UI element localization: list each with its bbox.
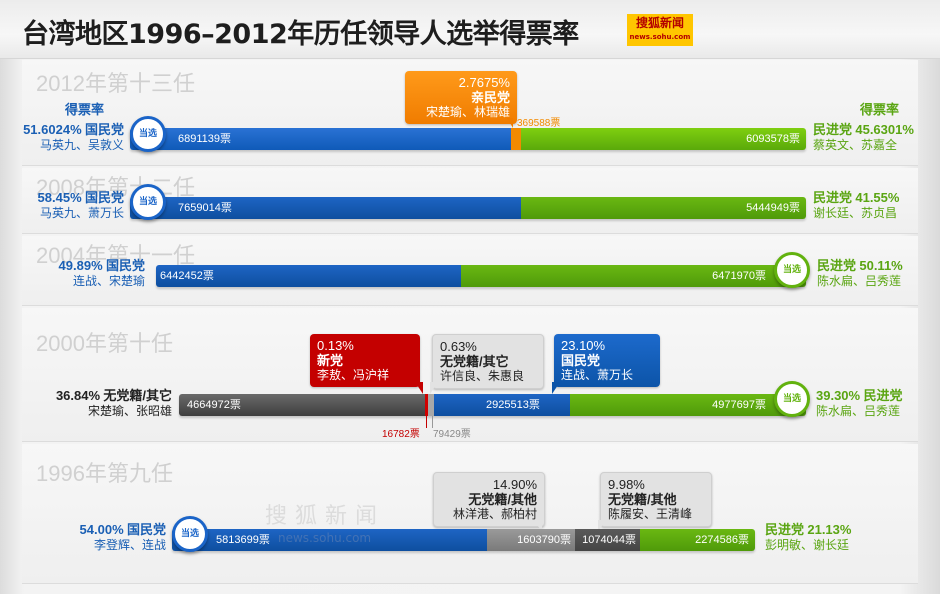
vote-bar-2012: 6891139票 6093578票 — [130, 128, 806, 150]
kmt-label: 49.89% 国民党 连战、宋楚瑜 — [58, 258, 145, 288]
pfp-votes: 369588票 — [517, 118, 561, 129]
soong-segment[interactable]: 4664972票 — [179, 394, 425, 416]
elected-badge: 当选 — [130, 184, 166, 220]
new-party-segment[interactable] — [425, 394, 428, 416]
elected-badge: 当选 — [130, 116, 166, 152]
new-party-votes: 16782票 — [382, 429, 420, 440]
dpp-label: 民进党 41.55% 谢长廷、苏贞昌 — [813, 190, 900, 220]
pfp-segment[interactable] — [511, 128, 521, 150]
kmt-segment[interactable]: 2925513票 — [434, 394, 570, 416]
independent-label: 36.84% 无党籍/其它 宋楚瑜、张昭雄 — [55, 388, 172, 418]
watermark: 搜狐新闻 — [265, 504, 386, 529]
vote-rate-label-left: 得票率 — [64, 102, 104, 117]
logo-text: 搜狐新闻 — [635, 16, 684, 30]
election-1996: 1996年第九任 14.90% 无党籍/其他 林洋港、郝柏村 9.98% 无党籍… — [0, 444, 940, 584]
chen-wang-segment[interactable]: 1074044票 — [575, 529, 640, 551]
kmt-label: 58.45% 国民党 马英九、萧万长 — [37, 190, 124, 220]
lin-hau-callout: 14.90% 无党籍/其他 林洋港、郝柏村 — [433, 472, 545, 527]
kmt-segment[interactable]: 6891139票 — [130, 128, 511, 150]
vote-bar-1996: 5813699票 1603790票 1074044票 2274586票 — [172, 529, 755, 551]
election-2012: 2012年第十三任 得票率 51.6024% 国民党 马英九、吴敦义 2.767… — [0, 60, 940, 166]
dpp-segment[interactable]: 5444949票 — [521, 197, 806, 219]
lin-hau-segment[interactable]: 1603790票 — [487, 529, 575, 551]
hsu-segment[interactable] — [428, 394, 434, 416]
dpp-label: 39.30% 民进党 陈水扁、吕秀莲 — [816, 388, 903, 418]
chen-wang-callout: 9.98% 无党籍/其他 陈履安、王清峰 — [600, 472, 712, 527]
dpp-label: 民进党 21.13% 彭明敏、谢长廷 — [765, 522, 852, 552]
vote-bar-2004: 6442452票 6471970票 — [156, 265, 806, 287]
dpp-label: 民进党 50.11% 陈水扁、吕秀莲 — [817, 258, 903, 288]
year-label: 2000年第十任 — [36, 331, 173, 356]
year-label: 2008年第十二任 — [36, 175, 195, 200]
vote-bar-2008: 7659014票 5444949票 — [130, 197, 806, 219]
pfp-callout: 2.7675% 亲民党 宋楚瑜、林瑞雄 — [405, 71, 517, 124]
vote-rate-label-right: 得票率 — [860, 102, 900, 117]
elected-badge: 当选 — [774, 381, 810, 417]
kmt-segment[interactable]: 7659014票 — [130, 197, 521, 219]
header: 台湾地区1996–2012年历任领导人选举得票率 搜狐新闻 news.sohu.… — [0, 0, 940, 59]
kmt-segment[interactable]: 5813699票 — [172, 529, 487, 551]
dpp-segment[interactable]: 4977697票 — [570, 394, 806, 416]
dpp-label: 民进党 45.6301% 蔡英文、苏嘉全 — [813, 122, 914, 152]
watermark-url: news.sohu.com — [278, 531, 372, 545]
election-2004: 2004年第十一任 49.89% 国民党 连战、宋楚瑜 6442452票 647… — [0, 236, 940, 306]
new-party-callout: 0.13% 新党 李敖、冯沪祥 — [310, 334, 420, 387]
year-label: 1996年第九任 — [36, 461, 173, 486]
kmt-label: 51.6024% 国民党 马英九、吴敦义 — [23, 122, 124, 152]
year-label: 2012年第十三任 — [36, 71, 195, 96]
sohu-news-logo[interactable]: 搜狐新闻 news.sohu.com — [627, 14, 693, 46]
kmt-callout: 23.10% 国民党 连战、萧万长 — [554, 334, 660, 387]
year-label: 2004年第十一任 — [36, 243, 195, 268]
kmt-segment[interactable]: 6442452票 — [156, 265, 461, 287]
vote-bar-2000: 4664972票 2925513票 4977697票 — [179, 394, 806, 416]
elected-badge: 当选 — [774, 252, 810, 288]
dpp-segment[interactable]: 6471970票 — [461, 265, 806, 287]
kmt-label: 54.00% 国民党 李登辉、连战 — [79, 522, 166, 552]
dpp-segment[interactable]: 6093578票 — [521, 128, 806, 150]
independent-callout: 0.63% 无党籍/其它 许信良、朱惠良 — [432, 334, 544, 389]
election-2008: 2008年第十二任 58.45% 国民党 马英九、萧万长 7659014票 54… — [0, 168, 940, 234]
elected-badge: 当选 — [172, 516, 208, 552]
logo-url: news.sohu.com — [629, 33, 691, 41]
dpp-segment[interactable]: 2274586票 — [640, 529, 755, 551]
election-2000: 2000年第十任 0.13% 新党 李敖、冯沪祥 0.63% 无党籍/其它 许信… — [0, 308, 940, 442]
hsu-votes: 79429票 — [433, 429, 471, 440]
page-title: 台湾地区1996–2012年历任领导人选举得票率 — [22, 19, 579, 50]
